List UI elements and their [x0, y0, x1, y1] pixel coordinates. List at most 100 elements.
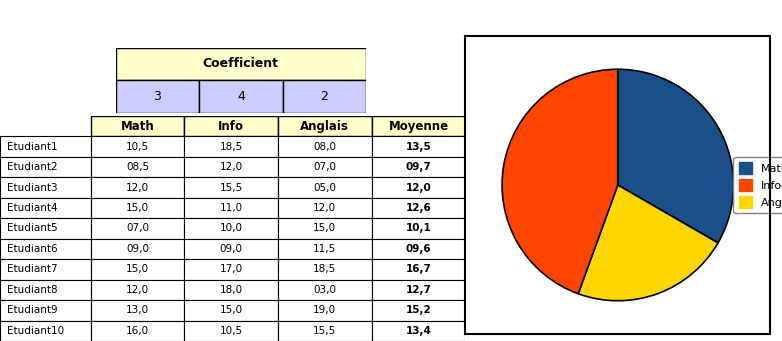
Text: 16,0: 16,0: [126, 326, 149, 336]
Bar: [185, 239, 278, 259]
Bar: [371, 136, 465, 157]
Bar: [199, 80, 282, 113]
Text: 03,0: 03,0: [314, 285, 336, 295]
Text: Etudiant7: Etudiant7: [7, 264, 58, 275]
Bar: [91, 280, 185, 300]
Text: Moyenne: Moyenne: [389, 120, 449, 133]
Text: Etudiant10: Etudiant10: [7, 326, 64, 336]
Bar: [91, 300, 185, 321]
Bar: [91, 198, 185, 218]
Text: 15,0: 15,0: [314, 223, 336, 234]
Text: 10,5: 10,5: [220, 326, 242, 336]
Bar: [91, 239, 185, 259]
Text: Etudiant2: Etudiant2: [7, 162, 58, 172]
Text: Etudiant6: Etudiant6: [7, 244, 58, 254]
Text: 18,5: 18,5: [220, 142, 243, 152]
Bar: [278, 259, 371, 280]
Bar: [185, 136, 278, 157]
Text: 12,0: 12,0: [126, 285, 149, 295]
Text: 08,5: 08,5: [126, 162, 149, 172]
Text: 12,0: 12,0: [220, 162, 242, 172]
Text: Etudiant3: Etudiant3: [7, 182, 58, 193]
Bar: [371, 218, 465, 239]
Bar: [0, 259, 91, 280]
Bar: [0, 157, 91, 177]
Text: 15,5: 15,5: [220, 182, 243, 193]
Bar: [91, 218, 185, 239]
Bar: [185, 116, 278, 136]
Bar: [278, 300, 371, 321]
Bar: [185, 157, 278, 177]
Text: 12,7: 12,7: [406, 285, 432, 295]
Bar: [91, 321, 185, 341]
Text: 07,0: 07,0: [314, 162, 336, 172]
Bar: [282, 80, 366, 113]
Text: 3: 3: [153, 90, 161, 103]
Bar: [91, 116, 185, 136]
Bar: [91, 259, 185, 280]
Text: 15,2: 15,2: [406, 305, 432, 315]
Text: Anglais: Anglais: [300, 120, 350, 133]
Bar: [185, 280, 278, 300]
Text: 09,7: 09,7: [406, 162, 432, 172]
Text: 12,6: 12,6: [406, 203, 432, 213]
Text: Info: Info: [218, 120, 244, 133]
Text: 11,5: 11,5: [314, 244, 336, 254]
Wedge shape: [578, 185, 718, 301]
Text: 15,0: 15,0: [126, 264, 149, 275]
Text: 4: 4: [237, 90, 245, 103]
Bar: [0, 136, 91, 157]
Text: 13,0: 13,0: [126, 305, 149, 315]
Text: 13,5: 13,5: [406, 142, 432, 152]
Bar: [185, 259, 278, 280]
Bar: [185, 300, 278, 321]
Text: Relevé de notes collectif: Relevé de notes collectif: [18, 8, 308, 28]
Bar: [116, 48, 366, 80]
Bar: [371, 300, 465, 321]
Bar: [278, 218, 371, 239]
Text: 09,6: 09,6: [406, 244, 432, 254]
Text: 11,0: 11,0: [220, 203, 242, 213]
Bar: [371, 177, 465, 198]
Text: Etudiant4: Etudiant4: [7, 203, 58, 213]
Bar: [278, 239, 371, 259]
Text: 16,7: 16,7: [406, 264, 432, 275]
Bar: [185, 218, 278, 239]
Bar: [116, 80, 199, 113]
Text: 12,0: 12,0: [406, 182, 432, 193]
Bar: [371, 321, 465, 341]
Bar: [185, 177, 278, 198]
Text: 15,0: 15,0: [220, 305, 242, 315]
Text: 15,5: 15,5: [314, 326, 336, 336]
Wedge shape: [618, 69, 734, 243]
Bar: [278, 280, 371, 300]
Text: 09,0: 09,0: [220, 244, 242, 254]
Text: 05,0: 05,0: [314, 182, 336, 193]
Bar: [371, 280, 465, 300]
Text: 13,4: 13,4: [406, 326, 432, 336]
Text: 10,1: 10,1: [406, 223, 432, 234]
Bar: [371, 239, 465, 259]
Bar: [91, 136, 185, 157]
Text: 12,0: 12,0: [126, 182, 149, 193]
Text: 18,0: 18,0: [220, 285, 242, 295]
Bar: [278, 177, 371, 198]
Bar: [371, 259, 465, 280]
Bar: [0, 239, 91, 259]
Text: 10,0: 10,0: [220, 223, 242, 234]
Bar: [0, 198, 91, 218]
Text: 12,0: 12,0: [314, 203, 336, 213]
Bar: [0, 218, 91, 239]
Bar: [278, 198, 371, 218]
Legend: Math, Info, Anglais: Math, Info, Anglais: [734, 157, 782, 213]
Text: Etudiant8: Etudiant8: [7, 285, 58, 295]
Bar: [0, 321, 91, 341]
Text: Math: Math: [120, 120, 154, 133]
Text: 18,5: 18,5: [314, 264, 336, 275]
Wedge shape: [502, 69, 618, 294]
Bar: [185, 321, 278, 341]
Text: 17,0: 17,0: [220, 264, 242, 275]
Bar: [0, 177, 91, 198]
Bar: [278, 136, 371, 157]
Text: 19,0: 19,0: [314, 305, 336, 315]
